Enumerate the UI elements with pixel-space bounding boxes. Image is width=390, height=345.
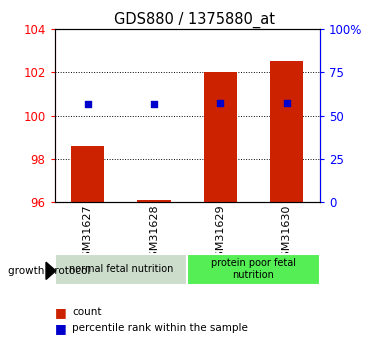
Text: protein poor fetal
nutrition: protein poor fetal nutrition: [211, 258, 296, 280]
Text: count: count: [72, 307, 102, 317]
Polygon shape: [46, 262, 56, 279]
Bar: [71, 146, 105, 202]
Point: [284, 100, 290, 106]
Bar: [55, 254, 187, 285]
Text: percentile rank within the sample: percentile rank within the sample: [72, 324, 248, 333]
Point: [151, 101, 157, 107]
Text: ■: ■: [55, 322, 66, 335]
Text: GSM31630: GSM31630: [282, 204, 292, 265]
Point: [85, 101, 91, 107]
Bar: [204, 72, 237, 202]
Text: GDS880 / 1375880_at: GDS880 / 1375880_at: [115, 12, 275, 28]
Text: normal fetal nutrition: normal fetal nutrition: [69, 264, 173, 274]
Bar: [187, 254, 320, 285]
Bar: [270, 61, 303, 202]
Point: [217, 100, 223, 106]
Text: ■: ■: [55, 306, 66, 319]
Bar: [137, 200, 171, 202]
Text: GSM31628: GSM31628: [149, 204, 159, 265]
Text: growth protocol: growth protocol: [8, 266, 90, 276]
Text: GSM31629: GSM31629: [215, 204, 225, 265]
Text: GSM31627: GSM31627: [83, 204, 93, 265]
